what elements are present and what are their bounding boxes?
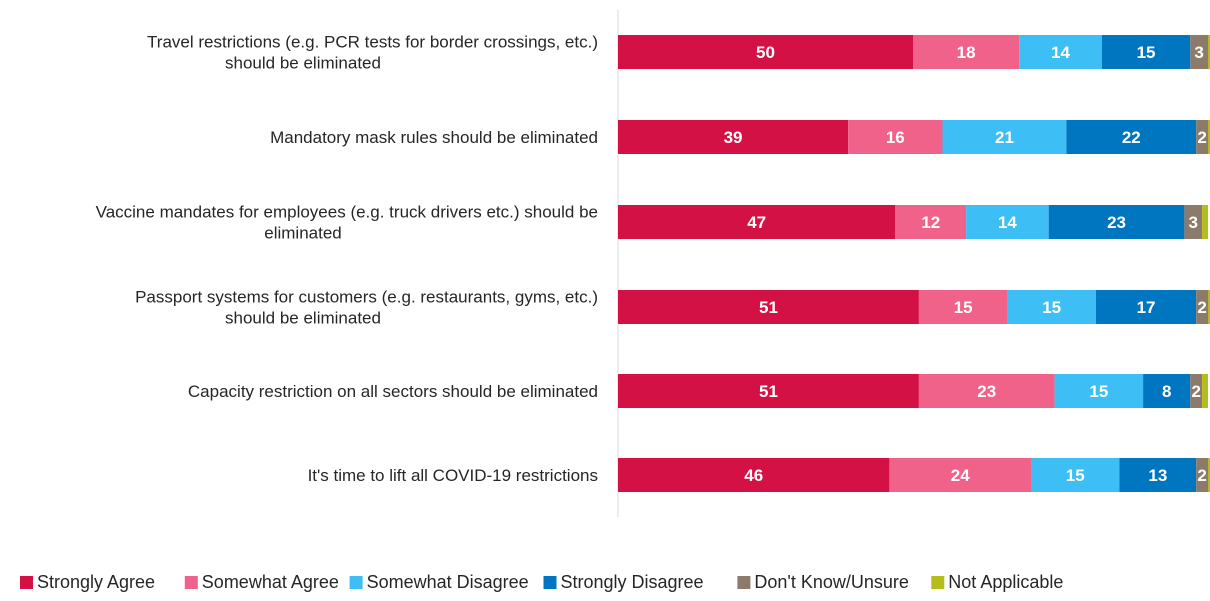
category-label: Travel restrictions (e.g. PCR tests for … bbox=[147, 33, 598, 73]
bar-segment bbox=[895, 205, 967, 239]
legend-swatch bbox=[349, 576, 363, 589]
legend-item: Somewhat Disagree bbox=[349, 572, 529, 592]
bar-segment bbox=[1202, 205, 1208, 239]
category-label: Vaccine mandates for employees (e.g. tru… bbox=[96, 203, 598, 243]
bar-segment bbox=[618, 374, 919, 408]
bar-segment bbox=[618, 290, 919, 324]
bar-data-label: 23 bbox=[1107, 213, 1126, 232]
bar-segment bbox=[918, 290, 1008, 324]
bar-data-label: 2 bbox=[1197, 128, 1206, 147]
bar-segment bbox=[1190, 374, 1203, 408]
bar-data-label: 23 bbox=[977, 382, 996, 401]
legend-label: Strongly Agree bbox=[37, 572, 155, 592]
bar-data-label: 46 bbox=[744, 466, 763, 485]
category-labels: Travel restrictions (e.g. PCR tests for … bbox=[96, 33, 598, 486]
bar-segment bbox=[848, 120, 943, 154]
category-label: Mandatory mask rules should be eliminate… bbox=[270, 128, 598, 147]
category-label: It's time to lift all COVID-19 restricti… bbox=[308, 466, 598, 485]
bar-segment bbox=[913, 35, 1020, 69]
bar-segment bbox=[618, 458, 890, 492]
legend-swatch bbox=[543, 576, 557, 589]
bar-segment bbox=[966, 205, 1049, 239]
bar-segment bbox=[1019, 35, 1102, 69]
bar-segment bbox=[1196, 290, 1208, 324]
legend: Strongly Agree Somewhat Agree Somewhat Dis… bbox=[20, 572, 1063, 592]
bar-data-label: 24 bbox=[951, 466, 970, 485]
bar-segment bbox=[1119, 458, 1197, 492]
bar-segment bbox=[889, 458, 1031, 492]
bar-segment bbox=[1196, 120, 1208, 154]
bar-segment bbox=[1031, 458, 1120, 492]
bar-data-label: 15 bbox=[954, 298, 973, 317]
bar-data-label: 15 bbox=[1137, 43, 1156, 62]
bar-data-label: 51 bbox=[759, 382, 778, 401]
legend-label: Not Applicable bbox=[948, 572, 1063, 592]
bar-segment bbox=[918, 374, 1055, 408]
bar-segment bbox=[1208, 458, 1210, 492]
bar-data-label: 15 bbox=[1089, 382, 1108, 401]
legend-item: Somewhat Agree bbox=[184, 572, 339, 592]
legend-swatch bbox=[931, 576, 945, 589]
bar-data-label: 14 bbox=[1051, 43, 1070, 62]
bar-data-label: 15 bbox=[1066, 466, 1085, 485]
legend-swatch bbox=[737, 576, 751, 589]
bar-data-label: 17 bbox=[1137, 298, 1156, 317]
bar-data-label: 21 bbox=[995, 128, 1014, 147]
bar-data-label: 22 bbox=[1122, 128, 1141, 147]
bar-data-label: 12 bbox=[921, 213, 940, 232]
bar-segment bbox=[1190, 35, 1208, 69]
bar-segment bbox=[1143, 374, 1191, 408]
bar-data-label: 2 bbox=[1191, 382, 1200, 401]
bar-segment bbox=[942, 120, 1067, 154]
bar-segment bbox=[1007, 290, 1096, 324]
legend-item: Don't Know/Unsure bbox=[737, 572, 909, 592]
bar-segment bbox=[618, 35, 913, 69]
bar-segment bbox=[1208, 35, 1210, 69]
bars: 50 18 14 15 339 16 21 22 247 12 14 23 351 15 15 17 251 23… bbox=[618, 35, 1210, 492]
bar-data-label: 13 bbox=[1148, 466, 1167, 485]
bar-segment bbox=[618, 120, 849, 154]
bar-segment bbox=[1101, 35, 1191, 69]
legend-item: Not Applicable bbox=[931, 572, 1063, 592]
bar-segment bbox=[1184, 205, 1203, 239]
bar-segment bbox=[1196, 458, 1208, 492]
bar-data-label: 2 bbox=[1197, 466, 1206, 485]
bar-data-label: 51 bbox=[759, 298, 778, 317]
bar-data-label: 47 bbox=[747, 213, 766, 232]
bar-data-label: 3 bbox=[1194, 43, 1203, 62]
legend-label: Don't Know/Unsure bbox=[754, 572, 909, 592]
bar-data-label: 18 bbox=[957, 43, 976, 62]
legend-swatch bbox=[184, 576, 198, 589]
bar-segment bbox=[618, 205, 896, 239]
bar-segment bbox=[1054, 374, 1144, 408]
bar-data-label: 39 bbox=[724, 128, 743, 147]
bar-data-label: 16 bbox=[886, 128, 905, 147]
bar-data-label: 14 bbox=[998, 213, 1017, 232]
bar-data-label: 3 bbox=[1189, 213, 1198, 232]
legend-label: Strongly Disagree bbox=[561, 572, 704, 592]
category-label: Passport systems for customers (e.g. res… bbox=[135, 288, 598, 328]
legend-item: Strongly Disagree bbox=[543, 572, 704, 592]
bar-data-label: 8 bbox=[1162, 382, 1171, 401]
bar-data-label: 50 bbox=[756, 43, 775, 62]
bar-segment bbox=[1066, 120, 1197, 154]
bar-data-label: 15 bbox=[1042, 298, 1061, 317]
bar-segment bbox=[1095, 290, 1197, 324]
category-label: Capacity restriction on all sectors shou… bbox=[188, 382, 598, 401]
bar-segment bbox=[1208, 120, 1210, 154]
bar-segment bbox=[1202, 374, 1208, 408]
bar-data-label: 2 bbox=[1197, 298, 1206, 317]
bar-segment bbox=[1048, 205, 1185, 239]
legend-label: Somewhat Agree bbox=[202, 572, 339, 592]
legend-item: Strongly Agree bbox=[20, 572, 155, 592]
legend-swatch bbox=[20, 576, 33, 589]
bar-segment bbox=[1208, 290, 1210, 324]
legend-label: Somewhat Disagree bbox=[367, 572, 529, 592]
